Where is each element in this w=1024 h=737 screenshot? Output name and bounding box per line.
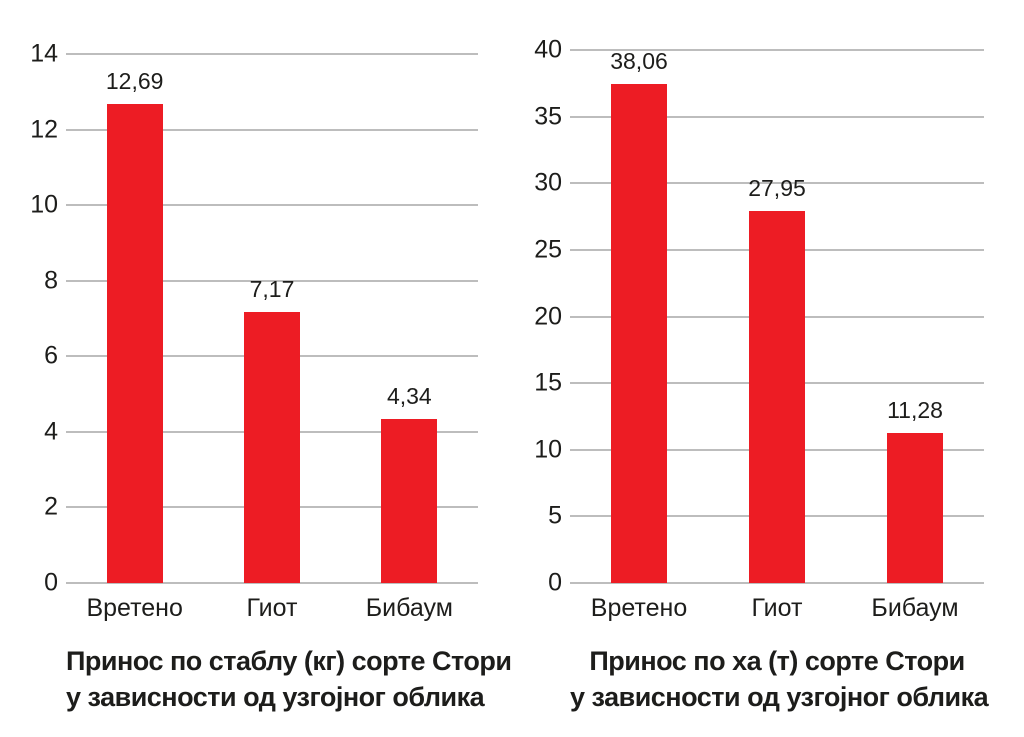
bar-value-label: 38,06 bbox=[610, 48, 668, 74]
y-tick-label: 5 bbox=[548, 501, 562, 530]
y-tick-label: 12 bbox=[30, 115, 58, 144]
y-tick-label: 15 bbox=[534, 368, 562, 397]
chart-title-line-1: Принос по ха (т) сорте Стори bbox=[589, 646, 965, 676]
gridline bbox=[570, 49, 984, 51]
chart-title: Принос по стаблу (кг) сорте Стори у зави… bbox=[66, 644, 512, 716]
plot-wrap: 12,69 7,17 4,34 bbox=[66, 50, 478, 584]
y-tick-label: 40 bbox=[534, 35, 562, 64]
y-axis: 0 2 4 6 8 10 12 14 bbox=[10, 41, 66, 595]
bar-Вретено bbox=[106, 103, 163, 583]
y-tick-label: 10 bbox=[534, 435, 562, 464]
y-tick-label: 35 bbox=[534, 102, 562, 131]
charts-row: 0 2 4 6 8 10 12 14 12,69 7,17 4,34 Вретено Гиот Биб… bbox=[10, 37, 1024, 716]
y-tick-label: 2 bbox=[44, 492, 58, 521]
y-tick-label: 0 bbox=[548, 568, 562, 597]
x-category-label: Бибаум bbox=[365, 594, 453, 622]
gridline bbox=[66, 53, 478, 55]
chart-title: Принос по ха (т) сорте Стори у зависност… bbox=[570, 644, 989, 716]
bar-value-label: 27,95 bbox=[748, 174, 806, 201]
y-tick-label: 20 bbox=[534, 302, 562, 330]
plot-area: 12,69 7,17 4,34 bbox=[66, 53, 478, 584]
gridline bbox=[570, 115, 984, 118]
x-category-label: Гиот bbox=[246, 594, 298, 622]
bar-slot-Гиот: 7,17 bbox=[203, 54, 340, 583]
bar-slot-Бибаум: 11,28 bbox=[846, 50, 984, 583]
chart-title-line-2: у зависности од узгојног облика bbox=[66, 681, 485, 712]
gridline bbox=[66, 279, 478, 282]
y-tick-label: 30 bbox=[534, 168, 562, 197]
y-tick-label: 0 bbox=[44, 568, 58, 597]
y-axis: 0 5 10 15 20 25 30 35 40 bbox=[514, 37, 570, 595]
plot-column: 12,69 7,17 4,34 Вретено Гиот Бибаум bbox=[66, 50, 478, 625]
y-tick-label: 10 bbox=[30, 190, 58, 219]
x-category-label: Бибаум bbox=[871, 594, 959, 622]
bar-value-label: 4,34 bbox=[386, 383, 432, 410]
bar-slot-Вретено: 38,06 bbox=[570, 50, 708, 583]
chart-body: 0 5 10 15 20 25 30 35 40 38,06 27,95 11,28 Вретено… bbox=[514, 37, 984, 625]
x-axis-baseline bbox=[66, 582, 478, 584]
chart-title-line-2: у зависности од узгојног облика bbox=[570, 681, 989, 712]
x-axis: Вретено Гиот Бибаум bbox=[66, 594, 478, 625]
bar-Бибаум bbox=[887, 432, 943, 583]
gridline bbox=[66, 128, 478, 131]
y-tick-label: 14 bbox=[30, 39, 58, 68]
x-category-label: Гиот bbox=[751, 594, 803, 622]
y-tick-label: 6 bbox=[44, 341, 58, 370]
plot-area: 38,06 27,95 11,28 bbox=[570, 49, 984, 584]
y-tick-label: 25 bbox=[534, 235, 562, 264]
gridline bbox=[66, 204, 478, 207]
x-axis: Вретено Гиот Бибаум bbox=[570, 594, 984, 625]
bar-value-label: 11,28 bbox=[887, 396, 943, 423]
x-axis-baseline bbox=[570, 582, 984, 584]
bar-value-label: 12,69 bbox=[105, 67, 164, 94]
y-tick-label: 8 bbox=[44, 266, 58, 295]
chart-title-line-1: Принос по стаблу (кг) сорте Стори bbox=[66, 646, 512, 676]
chart-yield-per-ha: 0 5 10 15 20 25 30 35 40 38,06 27,95 11,28 Вретено… bbox=[514, 37, 989, 716]
bar-Гиот bbox=[243, 312, 300, 583]
bars-row: 12,69 7,17 4,34 bbox=[66, 54, 478, 583]
bar-Гиот bbox=[749, 210, 805, 583]
plot-wrap: 38,06 27,95 11,28 bbox=[570, 49, 984, 584]
chart-body: 0 2 4 6 8 10 12 14 12,69 7,17 4,34 Вретено Гиот Биб… bbox=[10, 41, 478, 625]
y-tick-label: 4 bbox=[44, 417, 58, 446]
bars-row: 38,06 27,95 11,28 bbox=[570, 50, 984, 583]
x-category-label: Вретено bbox=[590, 594, 688, 622]
bar-slot-Бибаум: 4,34 bbox=[341, 54, 478, 583]
chart-yield-per-tree: 0 2 4 6 8 10 12 14 12,69 7,17 4,34 Вретено Гиот Биб… bbox=[10, 41, 512, 716]
bar-Бибаум bbox=[381, 419, 438, 583]
bar-slot-Гиот: 27,95 bbox=[708, 50, 846, 583]
gridline bbox=[570, 182, 984, 185]
bar-slot-Вретено: 12,69 bbox=[66, 54, 203, 583]
x-category-label: Вретено bbox=[86, 594, 183, 622]
bar-Вретено bbox=[611, 84, 667, 583]
plot-column: 38,06 27,95 11,28 Вретено Гиот Бибаум bbox=[570, 49, 984, 625]
bar-value-label: 7,17 bbox=[249, 276, 295, 303]
